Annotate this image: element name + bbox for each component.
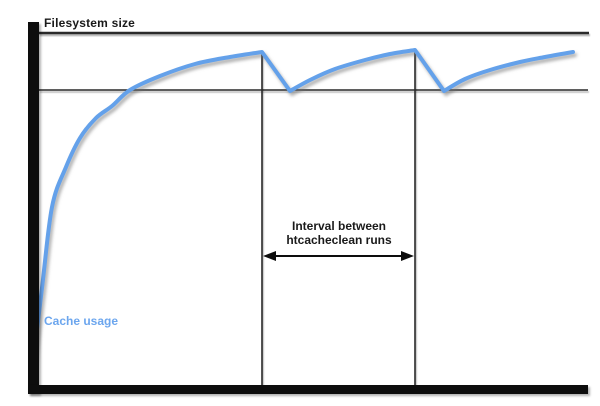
interval-annotation-label: Interval between htcacheclean runs xyxy=(286,219,392,247)
filesystem-size-label: Filesystem size xyxy=(44,16,136,30)
interval-arrow-left-head xyxy=(263,251,276,261)
cache-usage-label: Cache usage xyxy=(44,314,119,328)
interval-arrow-right-head xyxy=(401,251,414,261)
cache-usage-curve xyxy=(28,48,575,390)
y-axis-bar xyxy=(28,22,39,394)
x-axis-bar xyxy=(28,385,588,394)
